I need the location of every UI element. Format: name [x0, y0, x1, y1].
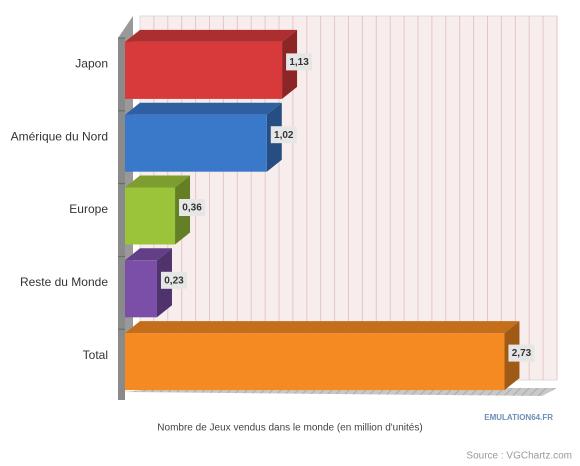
bar-front	[125, 187, 176, 245]
y-tick-label: Japon	[75, 57, 108, 71]
y-tick-label: Reste du Monde	[20, 275, 108, 289]
bar-top	[125, 321, 520, 334]
value-label: 0,36	[182, 203, 202, 214]
bar	[125, 102, 282, 172]
left-wall-face	[118, 38, 125, 400]
value-label-box	[160, 271, 187, 289]
value-label: 0,23	[164, 275, 184, 286]
bar-top	[125, 175, 191, 188]
source: Source : VGChartz.com	[466, 451, 572, 462]
watermark: EMULATION64.FR	[484, 413, 553, 422]
value-label-box	[286, 53, 313, 71]
bar	[125, 29, 298, 99]
y-tick-label: Total	[83, 348, 108, 362]
value-label-box	[270, 126, 297, 144]
value-label-box	[508, 344, 535, 362]
y-tick-label: Europe	[69, 202, 108, 216]
value-label: 1,02	[274, 130, 294, 141]
y-tick-label: Amérique du Nord	[11, 129, 108, 143]
bar-front	[125, 260, 157, 318]
value-label: 2,73	[512, 348, 532, 359]
bar	[125, 248, 172, 318]
bar	[125, 321, 520, 391]
bar-top	[125, 29, 298, 42]
bar-front	[125, 114, 267, 172]
value-label-box	[179, 199, 206, 216]
x-axis-label: Nombre de Jeux vendus dans le monde (en …	[157, 423, 422, 434]
bar-front	[125, 333, 505, 391]
value-label: 1,13	[289, 57, 309, 68]
bar-top	[125, 102, 282, 115]
bar-top	[125, 248, 172, 261]
bar-front	[125, 41, 283, 99]
